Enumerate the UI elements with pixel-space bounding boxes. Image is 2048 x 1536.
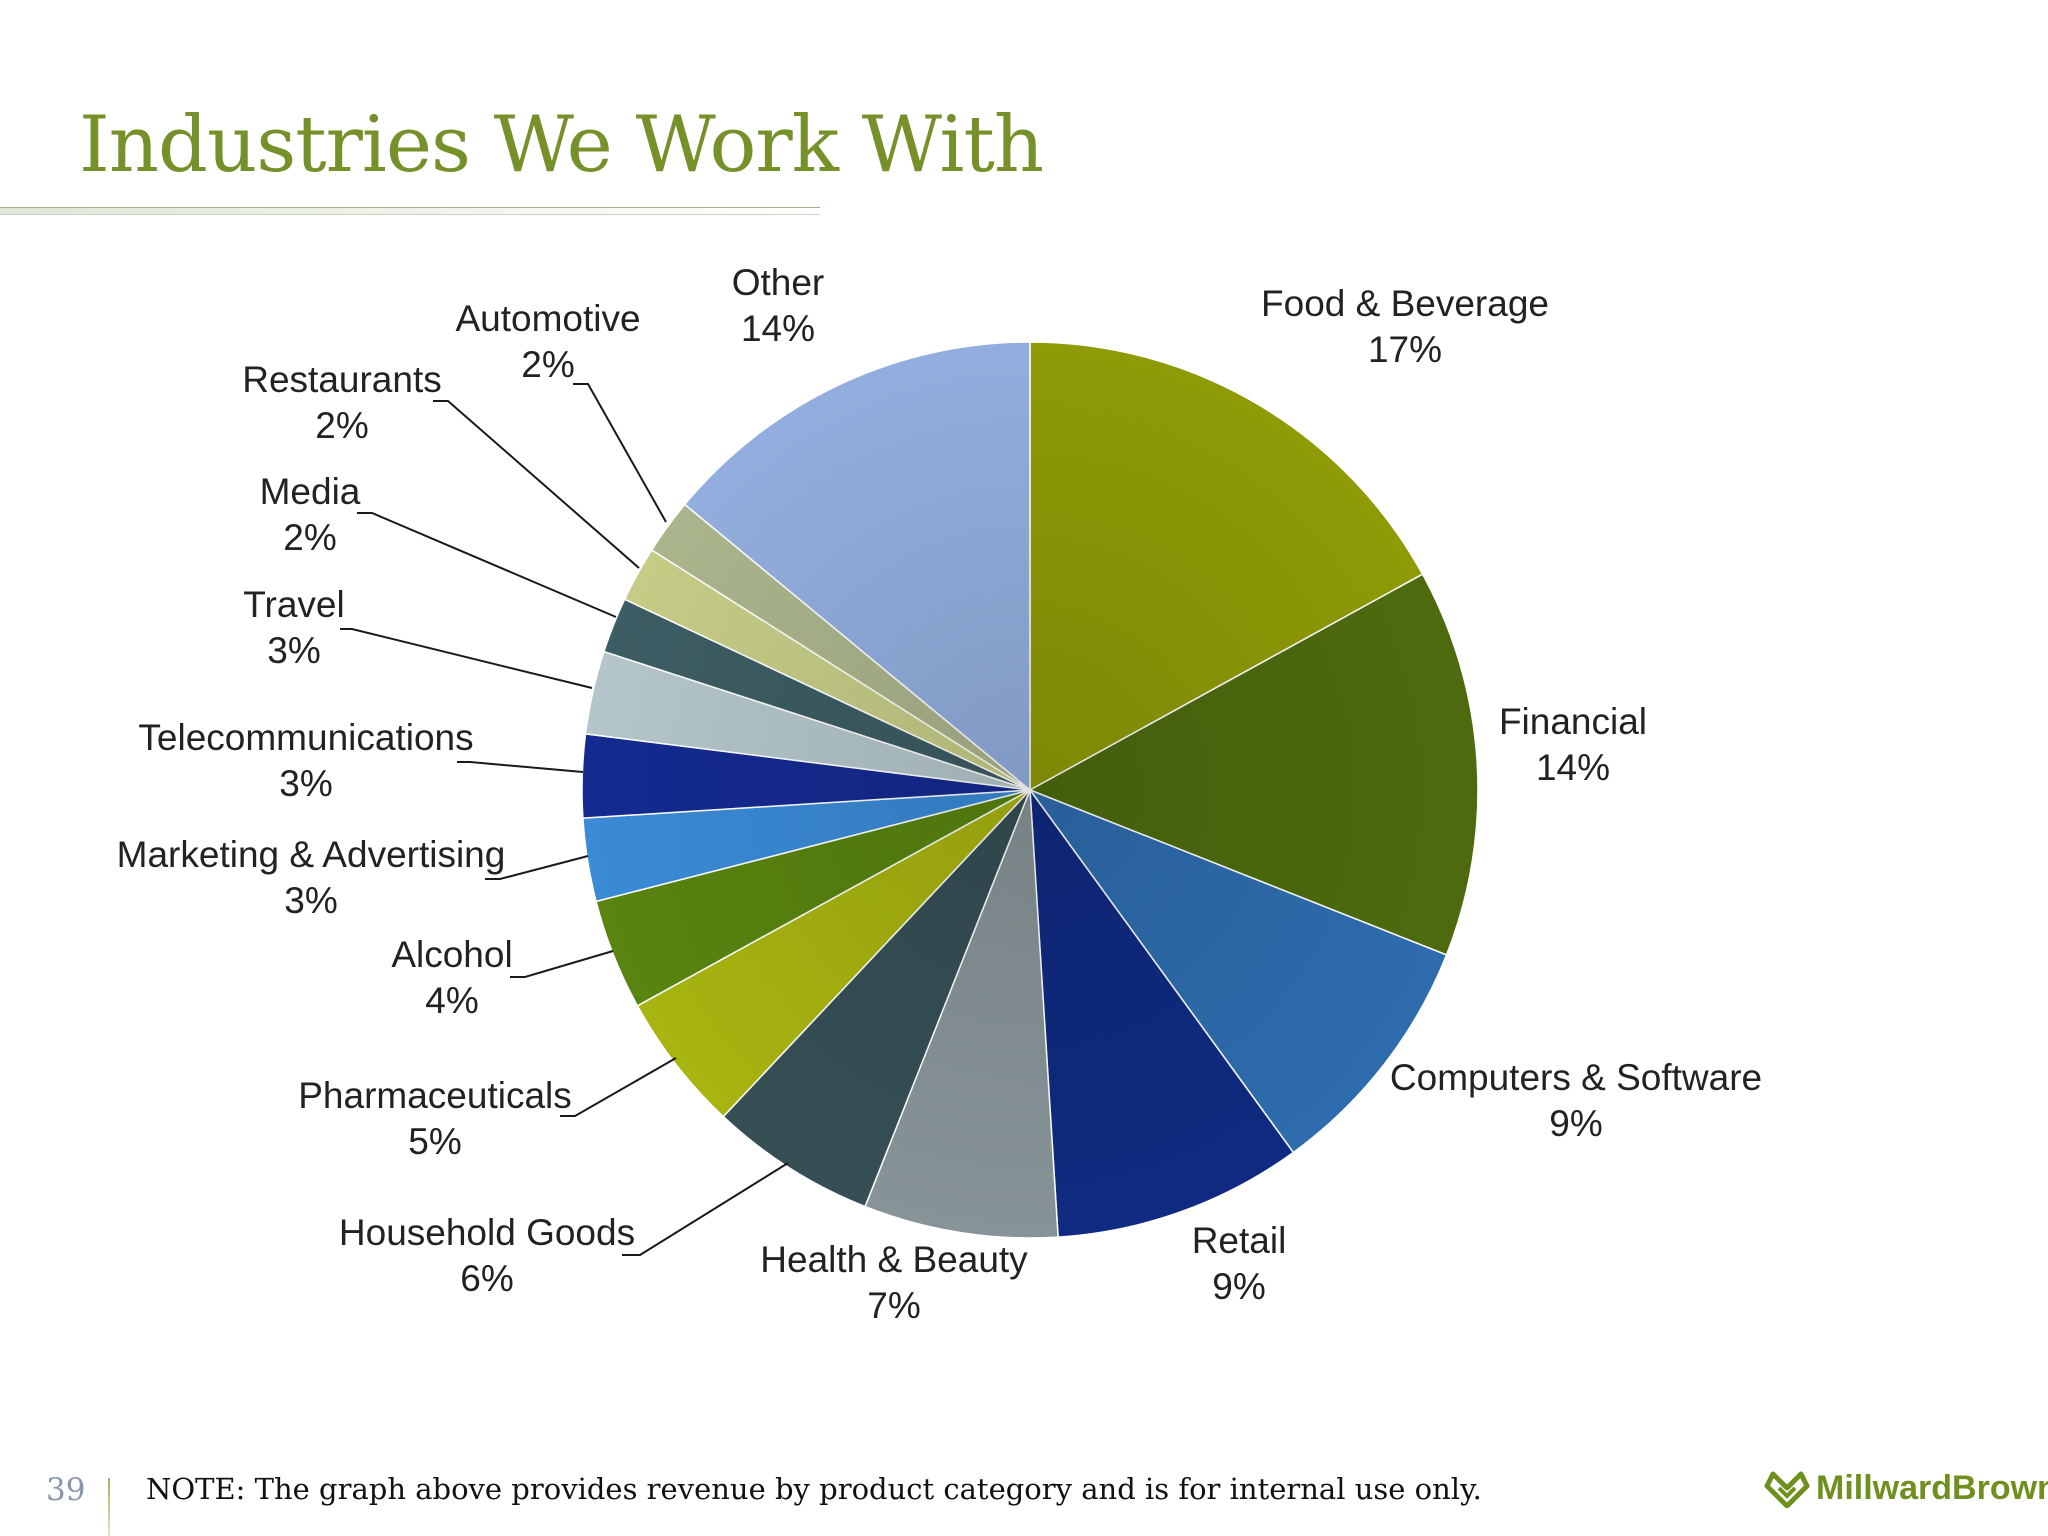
brand-name-part2: Brown	[1952, 1468, 2048, 1507]
slice-value-label: 2%	[521, 344, 574, 385]
footnote: NOTE: The graph above provides revenue b…	[146, 1472, 1482, 1506]
slice-value-label: 4%	[425, 980, 478, 1021]
leader-lines	[340, 383, 789, 1256]
title-divider	[0, 207, 820, 215]
leader-line	[433, 400, 640, 569]
slice-label: Alcohol	[391, 934, 512, 975]
slice-value-label: 14%	[1536, 747, 1610, 788]
leader-line	[485, 855, 589, 880]
slice-label: Health & Beauty	[760, 1239, 1028, 1280]
leader-line	[457, 761, 584, 773]
brand-name-part1: Millward	[1816, 1468, 1953, 1507]
slice-label: Financial	[1499, 701, 1647, 742]
slice-label: Automotive	[455, 298, 640, 339]
leader-line	[573, 383, 667, 523]
footer-divider	[108, 1478, 110, 1536]
slice-value-label: 2%	[283, 517, 336, 558]
slice-label: Household Goods	[339, 1212, 635, 1253]
slice-label: Retail	[1192, 1220, 1287, 1261]
leader-line	[510, 950, 614, 978]
leader-line	[622, 1162, 789, 1256]
slice-label: Media	[260, 471, 361, 512]
slice-label: Other	[732, 262, 825, 303]
slice-label: Marketing & Advertising	[117, 834, 506, 875]
slice-value-label: 7%	[867, 1285, 920, 1326]
brand-logo: Millward Brown	[1764, 1468, 2048, 1508]
slice-value-label: 5%	[408, 1121, 461, 1162]
slice-value-label: 3%	[267, 630, 320, 671]
page-number: 39	[46, 1472, 86, 1508]
slice-value-label: 9%	[1549, 1103, 1602, 1144]
slice-label: Food & Beverage	[1261, 283, 1549, 324]
leader-line	[560, 1057, 677, 1117]
slice-label: Restaurants	[242, 359, 442, 400]
slice-labels: Food & Beverage 17% Financial 14% Computers …	[117, 262, 1762, 1326]
slice-value-label: 3%	[284, 880, 337, 921]
slice-label: Telecommunications	[138, 717, 473, 758]
leader-line	[357, 512, 617, 618]
slice-value-label: 3%	[279, 763, 332, 804]
slice-value-label: 2%	[315, 405, 368, 446]
pie-shading	[582, 342, 1478, 1238]
slice-value-label: 17%	[1368, 329, 1442, 370]
slice-value-label: 14%	[741, 308, 815, 349]
slice-label: Pharmaceuticals	[298, 1075, 572, 1116]
slice-value-label: 9%	[1212, 1266, 1265, 1307]
heart-chevron-logo-icon	[1764, 1471, 1810, 1508]
leader-line	[340, 628, 593, 689]
slice-label: Computers & Software	[1390, 1057, 1762, 1098]
slide-title: Industries We Work With	[79, 100, 1044, 190]
slice-value-label: 6%	[460, 1258, 513, 1299]
slice-label: Travel	[243, 584, 344, 625]
